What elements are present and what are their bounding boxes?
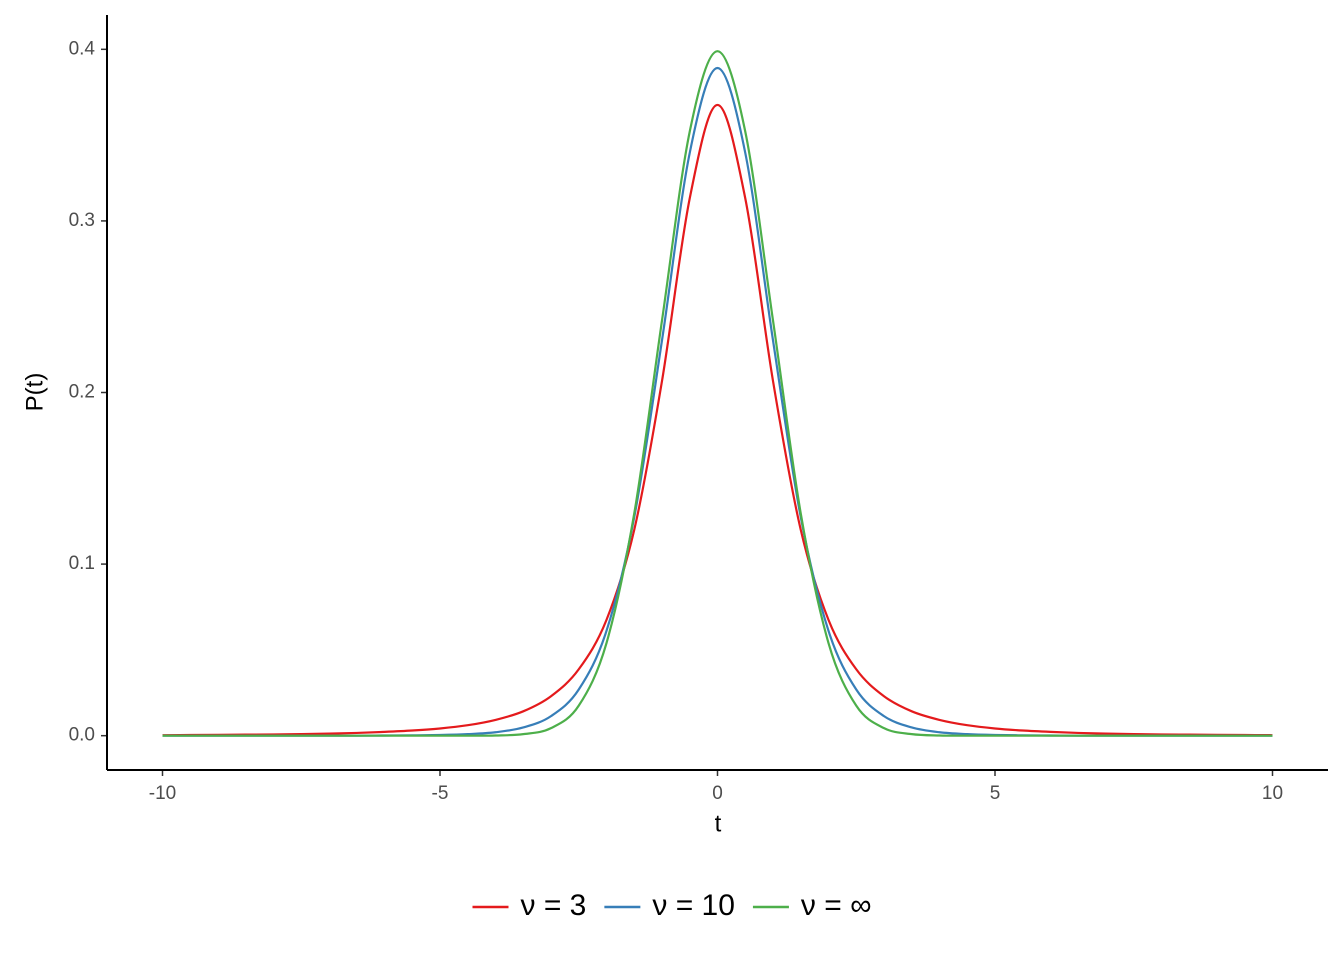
y-tick-label: 0.4: [69, 38, 96, 59]
legend-label: ν = 10: [652, 889, 735, 922]
y-tick-label: 0.1: [69, 553, 95, 574]
line: [162, 66, 1273, 737]
x-axis-label: t: [715, 810, 722, 837]
y-tick-label: 0.2: [69, 382, 95, 403]
x-tick-label: -5: [432, 783, 449, 804]
x-tick-label: -10: [149, 783, 176, 804]
line: [162, 103, 1273, 737]
y-axis-label: P(t): [21, 373, 48, 412]
legend-label: ν = 3: [520, 889, 586, 922]
x-tick-label: 10: [1262, 783, 1283, 804]
legend-label: ν = ∞: [801, 889, 872, 922]
x-tick-label: 0: [712, 783, 723, 804]
y-tick-label: 0.0: [69, 725, 95, 746]
line: [162, 50, 1273, 737]
y-tick-label: 0.3: [69, 210, 95, 231]
x-tick-label: 5: [990, 783, 1001, 804]
